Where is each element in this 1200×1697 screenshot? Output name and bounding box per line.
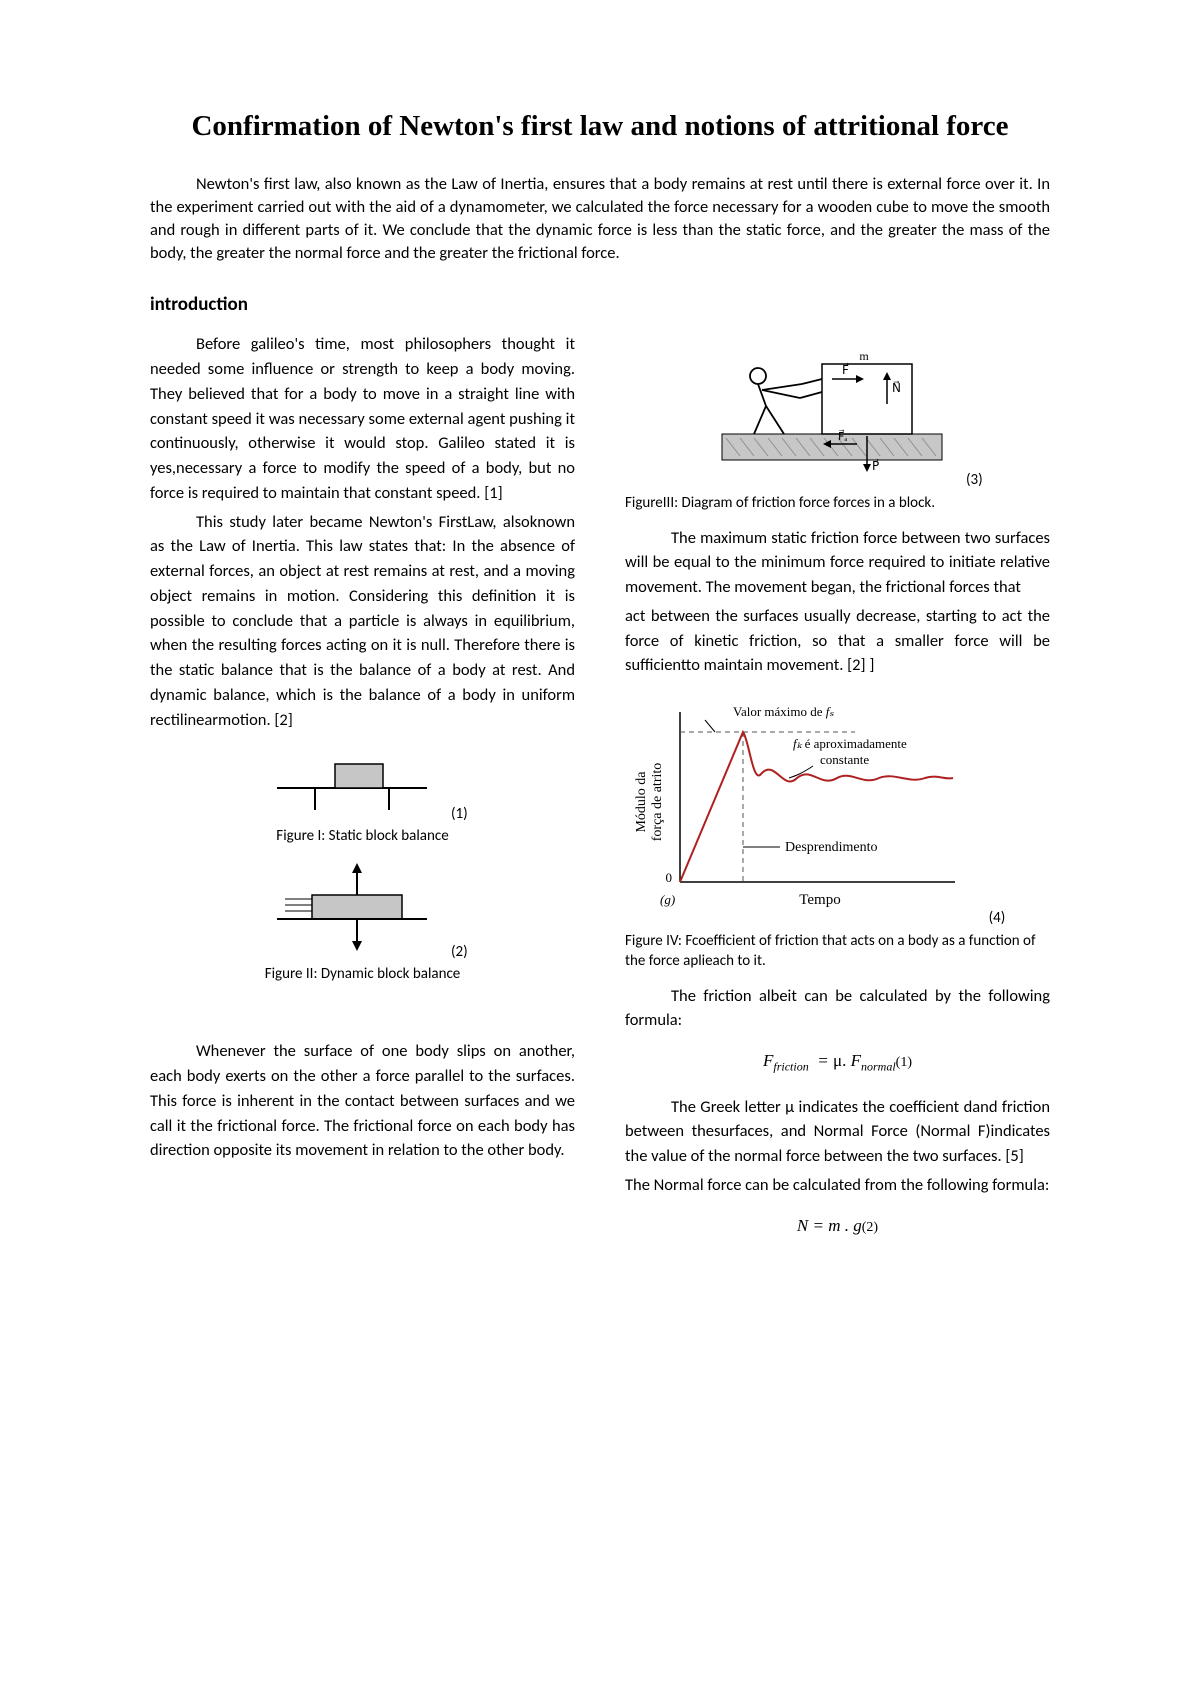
figure-3-caption: FigureIII: Diagram of friction force for…: [625, 493, 1050, 513]
intro-paragraph-3: Whenever the surface of one body slips o…: [150, 1039, 575, 1163]
formula-normal: N = m . g(2): [625, 1216, 1050, 1236]
svg-text:0: 0: [666, 870, 673, 885]
figure-4-caption: Figure IV: Fcoefficient of friction that…: [625, 931, 1050, 972]
svg-text:constante: constante: [820, 752, 869, 767]
svg-text:F⃗: F⃗: [842, 362, 849, 377]
svg-text:Desprendimento: Desprendimento: [785, 840, 878, 855]
formula-friction: Ffriction = μ. Fnormal(1): [625, 1051, 1050, 1074]
figure-2-ref: (2): [451, 943, 468, 961]
right-paragraph-3: The Greek letter μ indicates the coeffic…: [625, 1095, 1050, 1169]
svg-text:N⃗: N⃗: [892, 380, 901, 395]
figure-2: (2): [150, 861, 575, 961]
right-paragraph-3b: The Normal force can be calculated from …: [625, 1173, 1050, 1198]
figure-1-caption: Figure I: Static block balance: [150, 827, 575, 845]
figure-4-svg: Módulo da força de atrito 0 (g) Tempo Va…: [625, 692, 985, 922]
intro-paragraph-1: Before galileo's time, most philosophers…: [150, 332, 575, 505]
figure-1: (1): [150, 748, 575, 823]
svg-text:(g): (g): [660, 892, 675, 907]
svg-text:P⃗: P⃗: [872, 458, 879, 473]
right-paragraph-1: The maximum static friction force betwee…: [625, 526, 1050, 600]
svg-text:m: m: [860, 349, 870, 363]
figure-3-ref: (3): [966, 471, 983, 489]
svg-text:Tempo: Tempo: [799, 892, 840, 908]
page-title: Confirmation of Newton's first law and n…: [150, 110, 1050, 143]
right-column: m F⃗ N⃗: [625, 332, 1050, 1255]
svg-text:Módulo da: Módulo da: [634, 771, 649, 833]
svg-text:F⃗ₐ: F⃗ₐ: [838, 429, 847, 443]
figure-4: Módulo da força de atrito 0 (g) Tempo Va…: [625, 692, 1050, 927]
svg-text:fₖ é aproximadamente: fₖ é aproximadamente: [793, 736, 907, 751]
svg-text:Valor máximo de fₛ: Valor máximo de fₛ: [733, 704, 834, 719]
figure-2-svg: [257, 861, 447, 956]
intro-paragraph-2: This study later became Newton's FirstLa…: [150, 510, 575, 733]
figure-3: m F⃗ N⃗: [625, 324, 1050, 489]
right-paragraph-1b: act between the surfaces usually decreas…: [625, 604, 1050, 678]
right-paragraph-2: The friction albeit can be calculated by…: [625, 984, 1050, 1034]
abstract-text: Newton's first law, also known as the La…: [150, 173, 1050, 265]
figure-1-ref: (1): [451, 805, 468, 823]
figure-3-svg: m F⃗ N⃗: [692, 324, 962, 484]
svg-text:força de atrito: força de atrito: [650, 763, 665, 842]
left-column: Before galileo's time, most philosophers…: [150, 332, 575, 1255]
two-column-layout: Before galileo's time, most philosophers…: [150, 332, 1050, 1255]
figure-2-caption: Figure II: Dynamic block balance: [150, 965, 575, 983]
section-introduction: introduction: [150, 293, 1050, 316]
figure-4-ref: (4): [989, 909, 1006, 927]
figure-1-svg: [257, 748, 447, 818]
